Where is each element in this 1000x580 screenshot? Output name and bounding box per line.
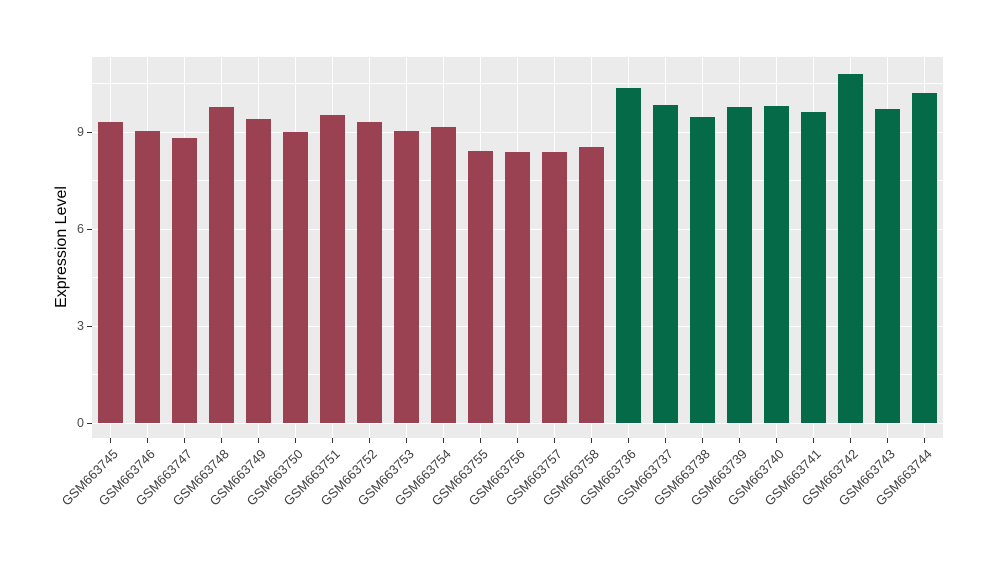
x-tick-mark [738, 438, 741, 443]
bar-GSM663741 [800, 111, 827, 424]
x-tick-mark [516, 438, 519, 443]
y-axis-title: Expression Level [53, 186, 70, 308]
bar-GSM663753 [393, 131, 420, 424]
x-tick-mark [923, 438, 926, 443]
x-tick-mark [849, 438, 852, 443]
y-tick-mark [87, 422, 92, 425]
bar-GSM663754 [430, 127, 457, 424]
x-tick-mark [331, 438, 334, 443]
bar-GSM663757 [541, 151, 568, 424]
x-tick-mark [220, 438, 223, 443]
x-tick-mark [257, 438, 260, 443]
bar-GSM663743 [874, 109, 901, 424]
y-tick-label: 0 [77, 416, 84, 431]
bar-GSM663756 [504, 152, 531, 424]
bar-GSM663742 [837, 73, 864, 424]
y-tick-label: 6 [77, 222, 84, 237]
x-tick-mark [553, 438, 556, 443]
x-tick-mark [590, 438, 593, 443]
x-tick-mark [109, 438, 112, 443]
bar-GSM663749 [245, 119, 272, 424]
x-tick-mark [812, 438, 815, 443]
bar-GSM663746 [134, 131, 161, 424]
bar-GSM663750 [282, 131, 309, 424]
x-tick-mark [775, 438, 778, 443]
x-tick-mark [886, 438, 889, 443]
y-tick-mark [87, 228, 92, 231]
bar-GSM663736 [615, 88, 642, 424]
bar-GSM663748 [208, 106, 235, 424]
bar-GSM663745 [97, 121, 124, 424]
y-tick-label: 9 [77, 125, 84, 140]
bar-GSM663747 [171, 138, 198, 424]
y-tick-label: 3 [77, 319, 84, 334]
bar-GSM663739 [726, 107, 753, 424]
plot-panel [92, 57, 943, 438]
bar-GSM663738 [689, 116, 716, 424]
x-tick-mark [405, 438, 408, 443]
bar-GSM663740 [763, 106, 790, 424]
x-tick-mark [146, 438, 149, 443]
bar-GSM663737 [652, 104, 679, 424]
x-tick-mark [368, 438, 371, 443]
x-tick-mark [664, 438, 667, 443]
x-tick-mark [479, 438, 482, 443]
bar-GSM663758 [578, 147, 605, 424]
bar-GSM663744 [911, 93, 938, 424]
x-tick-mark [627, 438, 630, 443]
y-tick-mark [87, 325, 92, 328]
bar-GSM663755 [467, 150, 494, 424]
x-tick-mark [183, 438, 186, 443]
bar-GSM663752 [356, 121, 383, 424]
y-tick-mark [87, 131, 92, 134]
x-tick-mark [442, 438, 445, 443]
x-tick-mark [294, 438, 297, 443]
x-tick-mark [701, 438, 704, 443]
bar-GSM663751 [319, 114, 346, 424]
